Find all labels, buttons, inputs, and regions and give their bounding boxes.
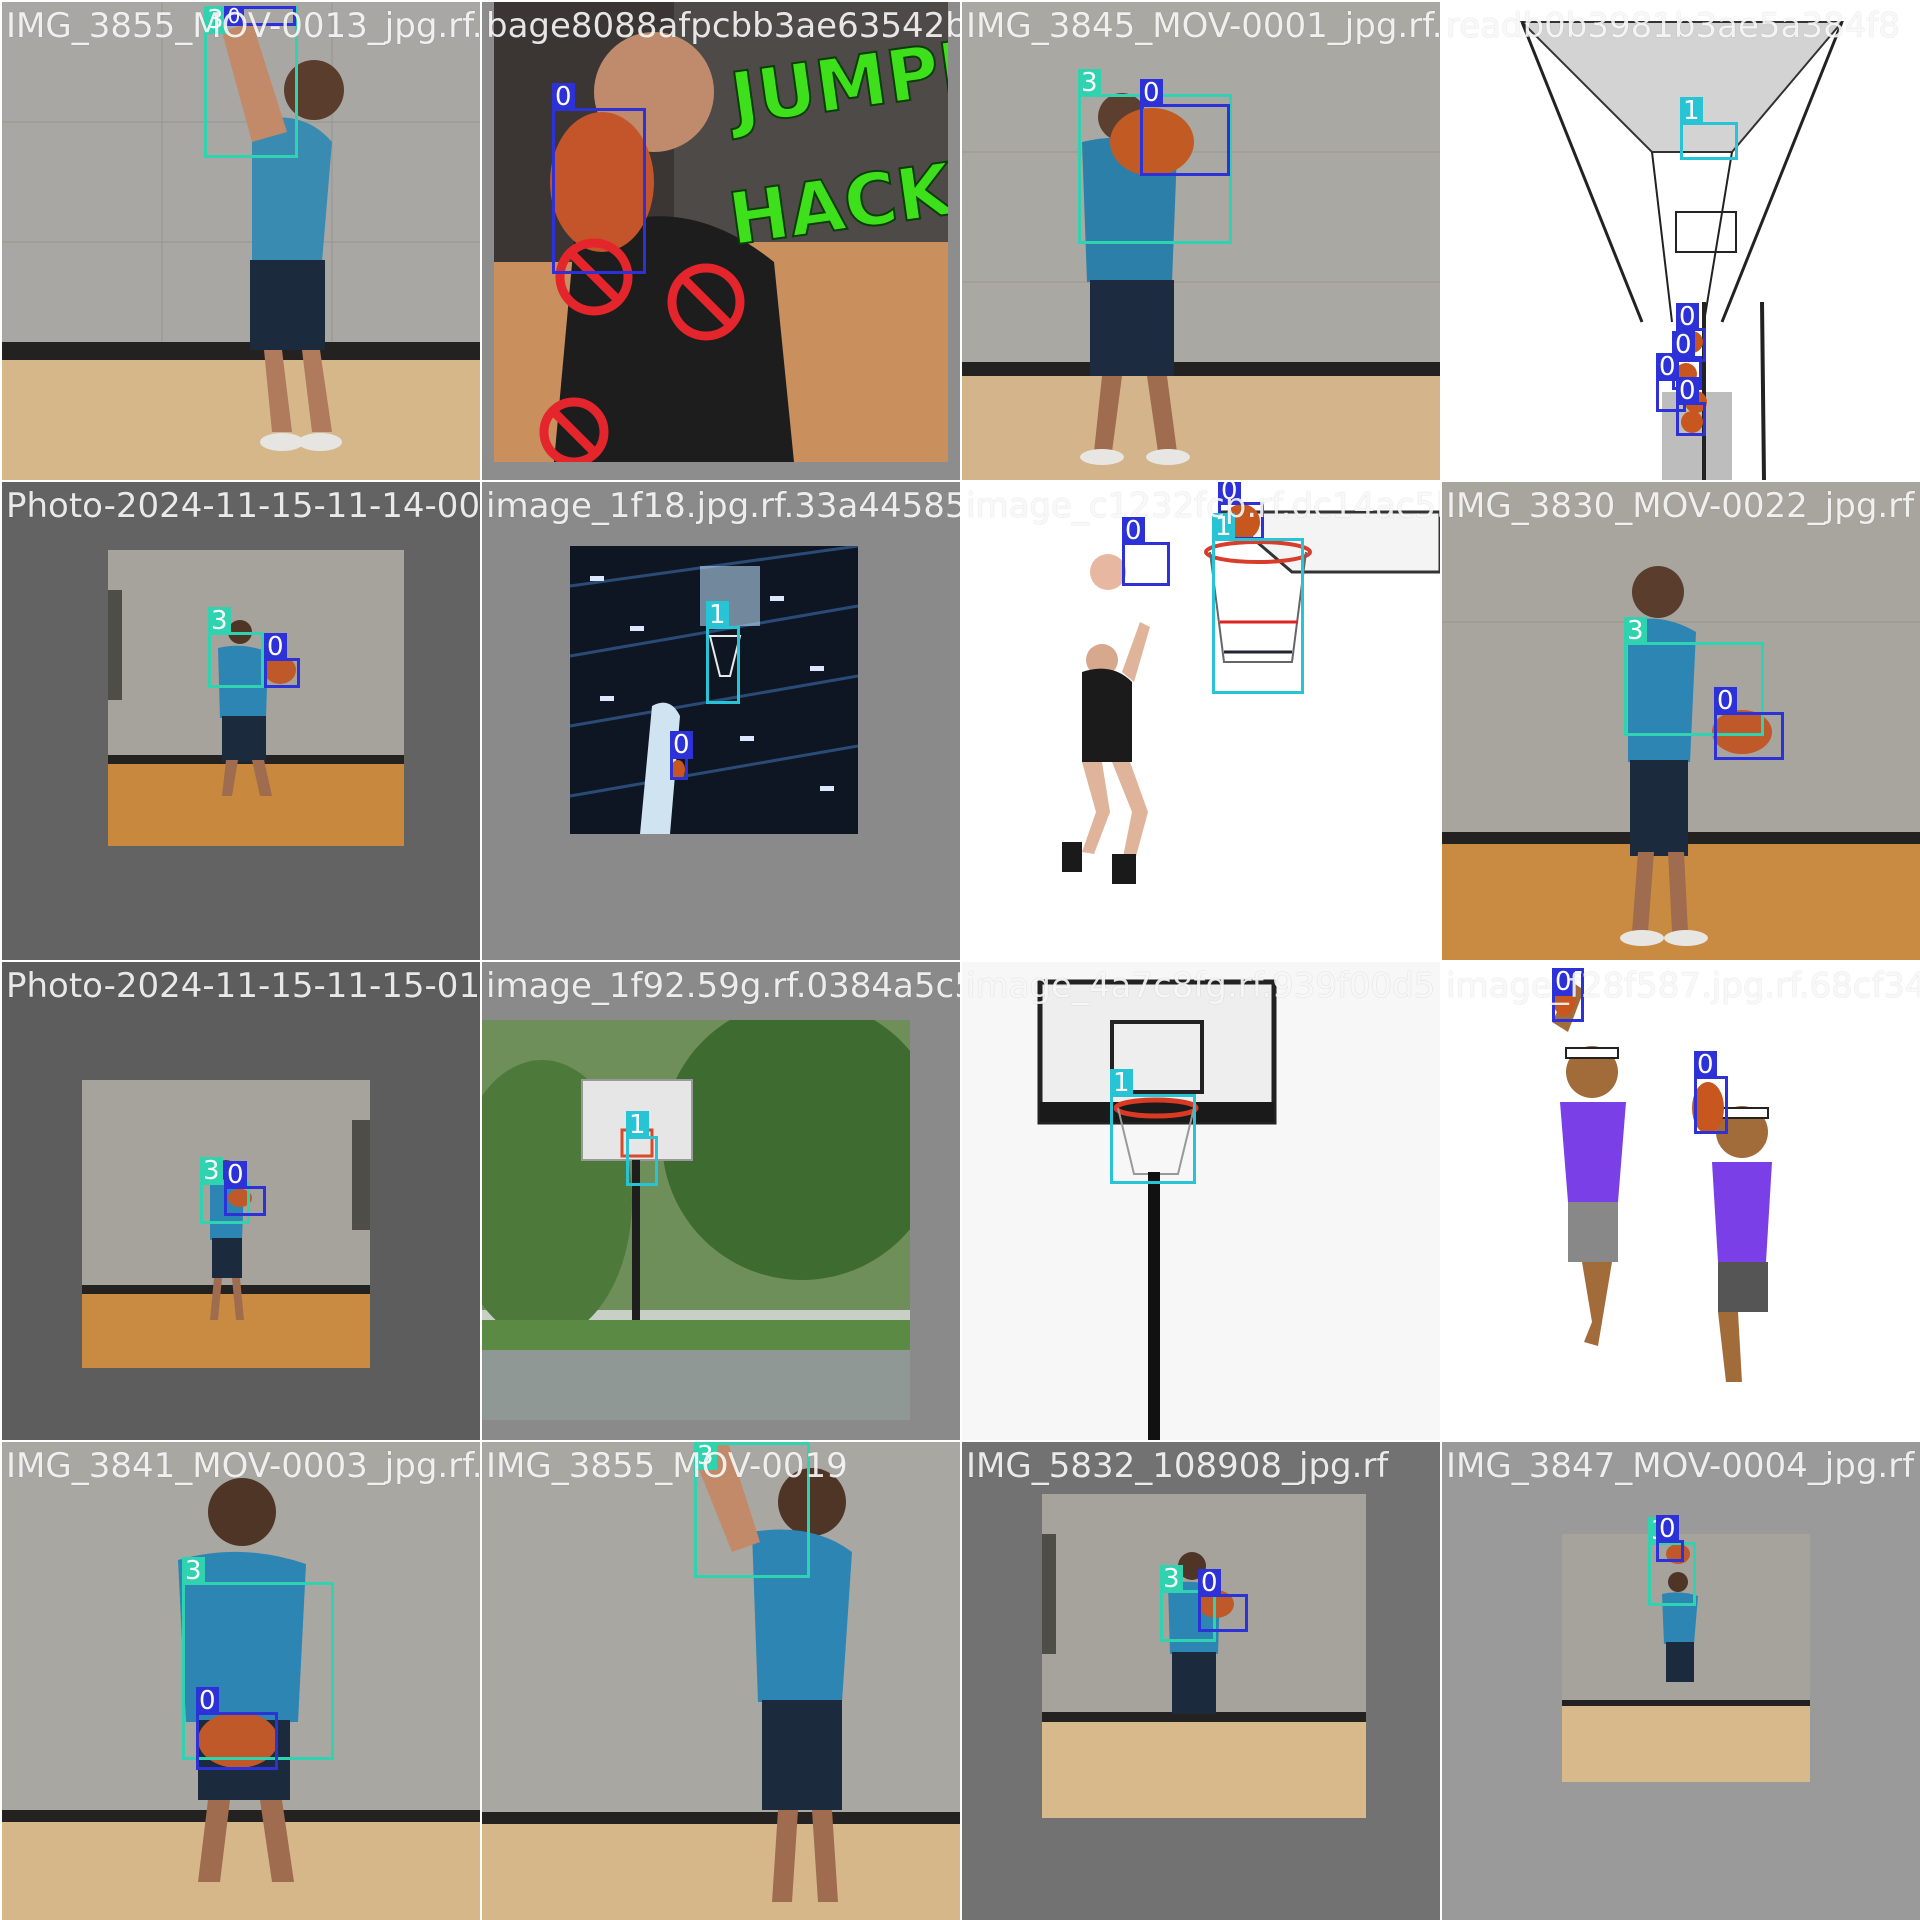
image-filename: IMG_3841_MOV-0003_jpg.rf.f8b383ec6fa7e4f…	[6, 1446, 480, 1486]
tile-5: 3 0 Photo-2024-11-15-11-14-00-AM_jpg.rf.…	[2, 482, 480, 960]
tile-photo	[2, 2, 480, 480]
tile-2: JUMPER HACKS! 0 bage8088afpcbb3ae63542b0	[482, 2, 960, 480]
image-filename: IMG_5832_108908_jpg.rf	[966, 1446, 1389, 1486]
image-filename: IMG_3855_MOV-0019	[486, 1446, 848, 1486]
tile-16: 3 0 IMG_3847_MOV-0004_jpg.rf	[1442, 1442, 1920, 1920]
tile-12: 0 0 image_f28f587.jpg.rf.68cf3421	[1442, 962, 1920, 1440]
tile-15: 3 0 IMG_5832_108908_jpg.rf	[962, 1442, 1440, 1920]
tile-photo	[482, 1020, 910, 1420]
tile-1: 3 0 IMG_3855_MOV-0013_jpg.rf.b2ee8088afc…	[2, 2, 480, 480]
image-filename: bage8088afpcbb3ae63542b0	[486, 6, 960, 46]
tile-photo	[82, 1080, 370, 1368]
tile-photo	[2, 1442, 480, 1920]
tile-14: 3 IMG_3855_MOV-0019	[482, 1442, 960, 1920]
tile-6: 1 0 image_1f18.jpg.rf.33a44585f4f3c1232f…	[482, 482, 960, 960]
tile-photo	[1442, 2, 1920, 480]
image-filename: IMG_3845_MOV-0001_jpg.rf.eadb0b3981b3ae5…	[966, 6, 1440, 46]
tile-4: 1 0 0 0 0 readb0b3981b3ae5a384f8	[1442, 2, 1920, 480]
image-filename: image_1f92.59g.rf.0384a5c5b8f9f	[486, 966, 960, 1006]
tile-photo	[570, 546, 858, 834]
tile-8: 3 0 IMG_3830_MOV-0022_jpg.rf	[1442, 482, 1920, 960]
tile-photo: JUMPER HACKS!	[494, 2, 948, 462]
tile-photo	[1442, 482, 1920, 960]
tile-9: 3 0 Photo-2024-11-15-11-15-01-AM_jpg.rf.…	[2, 962, 480, 1440]
image-filename: image_f28f587.jpg.rf.68cf3421	[1446, 966, 1920, 1006]
tile-photo	[1442, 962, 1920, 1440]
image-filename: IMG_3847_MOV-0004_jpg.rf	[1446, 1446, 1915, 1486]
image-filename: IMG_3830_MOV-0022_jpg.rf	[1446, 486, 1915, 526]
tile-photo	[482, 1442, 960, 1920]
tile-photo	[1042, 1494, 1366, 1818]
tile-13: 3 0 IMG_3841_MOV-0003_jpg.rf.f8b383ec6fa…	[2, 1442, 480, 1920]
image-filename: readb0b3981b3ae5a384f8	[1446, 6, 1900, 46]
image-filename: image_c1232fcp.rf.dc14ac5b	[966, 486, 1440, 526]
tile-photo	[962, 962, 1440, 1440]
tile-7: 0 0 1 image_c1232fcp.rf.dc14ac5b	[962, 482, 1440, 960]
tile-3: 3 0 IMG_3845_MOV-0001_jpg.rf.eadb0b3981b…	[962, 2, 1440, 480]
tile-11: 1 image_4a7c8fg.rf.939f00d5	[962, 962, 1440, 1440]
tile-photo	[962, 482, 1440, 960]
image-filename: image_4a7c8fg.rf.939f00d5	[966, 966, 1436, 1006]
image-filename: IMG_3855_MOV-0013_jpg.rf.b2ee8088afccbb3…	[6, 6, 480, 46]
tile-10: 1 image_1f92.59g.rf.0384a5c5b8f9f	[482, 962, 960, 1440]
image-filename: Photo-2024-11-15-11-15-01-AM_jpg.rf.0384…	[6, 966, 480, 1006]
tile-photo	[108, 550, 404, 846]
tile-photo	[962, 2, 1440, 480]
image-filename: Photo-2024-11-15-11-14-00-AM_jpg.rf.33a4…	[6, 486, 480, 526]
tile-photo	[1562, 1534, 1810, 1782]
image-filename: image_1f18.jpg.rf.33a44585f4f3c1232fcp	[486, 486, 960, 526]
